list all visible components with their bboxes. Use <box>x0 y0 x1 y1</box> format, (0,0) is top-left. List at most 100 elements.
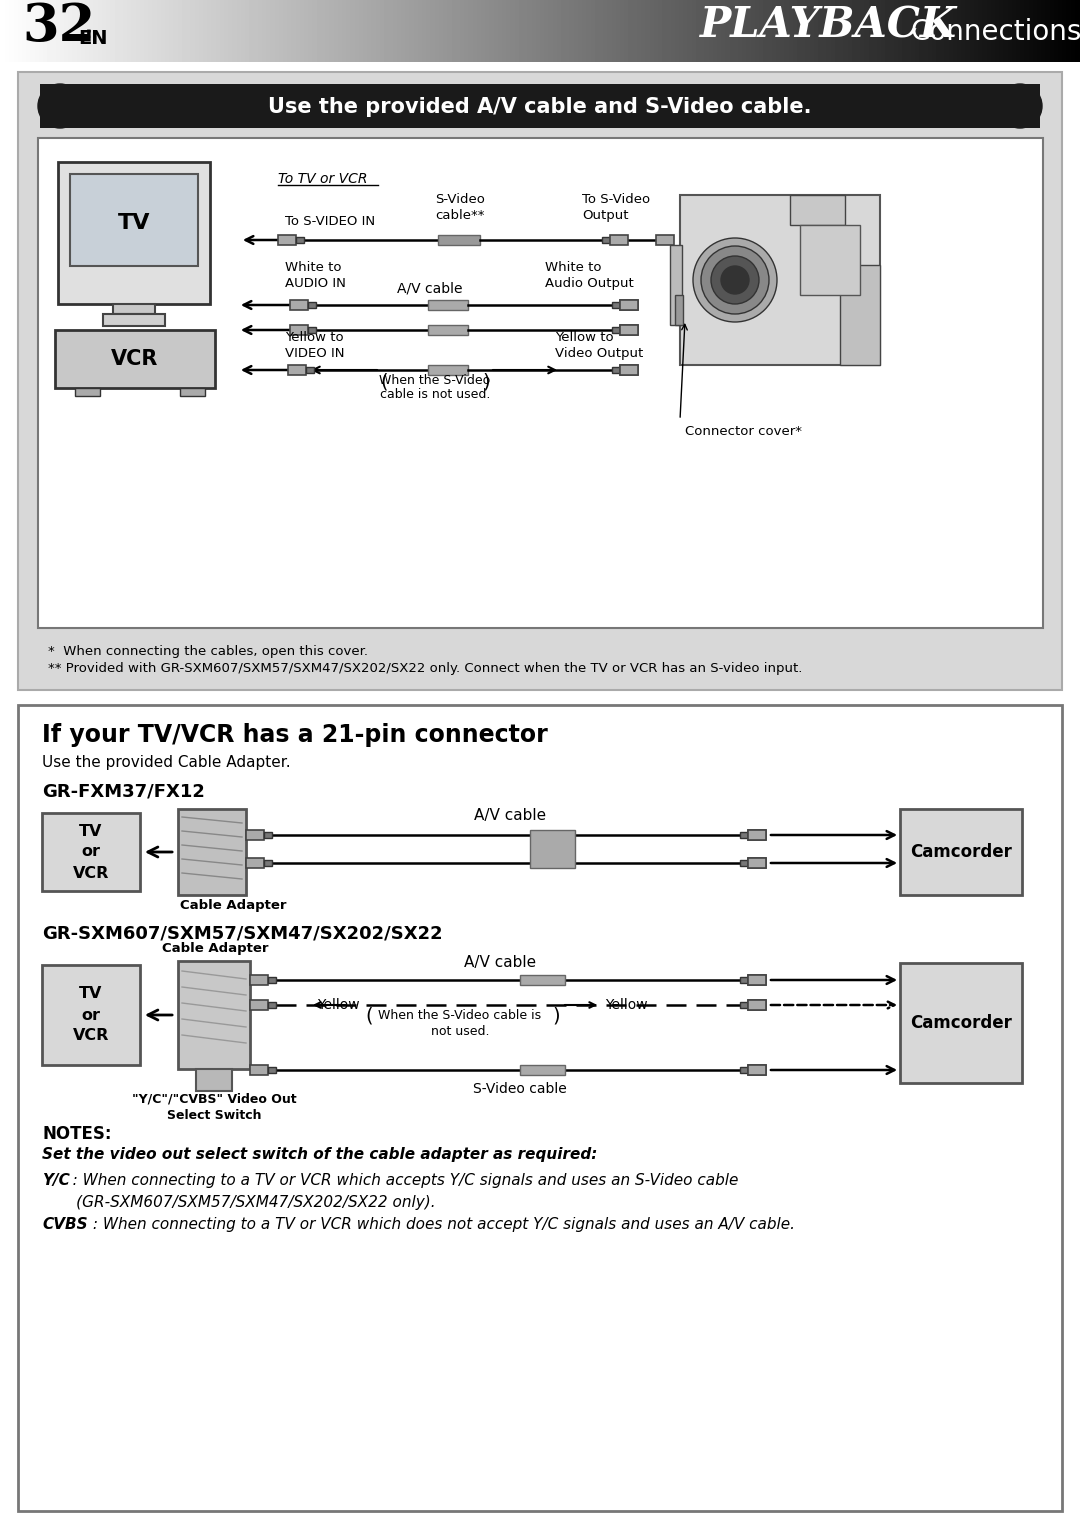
Bar <box>58 162 210 304</box>
Bar <box>675 295 683 326</box>
Bar <box>740 1067 748 1073</box>
Circle shape <box>998 84 1042 128</box>
Bar <box>620 326 638 335</box>
Text: Connections: Connections <box>910 18 1080 46</box>
Bar <box>740 859 748 865</box>
Bar <box>428 300 468 310</box>
Text: A/V cable: A/V cable <box>397 281 462 297</box>
Bar <box>178 962 249 1069</box>
Bar <box>113 304 156 313</box>
Bar <box>308 303 316 307</box>
Bar <box>18 72 1062 690</box>
Bar <box>602 237 610 243</box>
Bar <box>249 1000 268 1011</box>
Text: CVBS: CVBS <box>42 1217 87 1232</box>
Text: To S-Video
Output: To S-Video Output <box>582 193 650 222</box>
Circle shape <box>693 239 777 323</box>
Bar <box>180 388 205 396</box>
Bar <box>612 327 620 333</box>
Bar <box>740 977 748 983</box>
Bar <box>680 196 880 365</box>
Bar <box>612 367 620 373</box>
Bar <box>70 174 198 266</box>
Bar <box>246 830 264 839</box>
Text: (: ( <box>365 1008 373 1026</box>
Bar <box>748 976 766 985</box>
Bar <box>249 976 268 985</box>
Bar <box>264 859 272 865</box>
Text: White to
AUDIO IN: White to AUDIO IN <box>285 261 346 291</box>
Bar <box>296 237 303 243</box>
Circle shape <box>38 84 82 128</box>
Bar <box>748 976 766 985</box>
Text: Y/C: Y/C <box>42 1173 70 1188</box>
Circle shape <box>711 255 759 304</box>
Bar <box>268 1067 276 1073</box>
Bar <box>308 327 316 333</box>
Bar <box>530 830 575 868</box>
Text: ): ) <box>483 372 490 391</box>
Text: Use the provided Cable Adapter.: Use the provided Cable Adapter. <box>42 755 291 771</box>
Bar <box>268 1001 276 1008</box>
Bar <box>278 235 296 245</box>
Bar <box>900 809 1022 894</box>
Bar <box>178 809 246 894</box>
Text: To TV or VCR: To TV or VCR <box>278 171 367 187</box>
Bar <box>42 813 140 891</box>
Bar <box>656 235 674 245</box>
Text: PLAYBACK: PLAYBACK <box>700 5 957 46</box>
Text: A/V cable: A/V cable <box>474 807 546 823</box>
Bar <box>246 858 264 868</box>
Bar <box>18 705 1062 1511</box>
Text: ** Provided with GR-SXM607/SXM57/SXM47/SX202/SX22 only. Connect when the TV or V: ** Provided with GR-SXM607/SXM57/SXM47/S… <box>48 662 802 674</box>
Bar <box>789 196 845 225</box>
Text: GR-SXM607/SXM57/SXM47/SX202/SX22: GR-SXM607/SXM57/SXM47/SX202/SX22 <box>42 925 443 943</box>
Bar <box>748 858 766 868</box>
Text: TV
or
VCR: TV or VCR <box>72 824 109 881</box>
Bar <box>612 303 620 307</box>
Text: Yellow: Yellow <box>318 998 360 1012</box>
Bar <box>306 367 314 373</box>
Bar <box>38 138 1043 628</box>
Bar <box>620 300 638 310</box>
Circle shape <box>701 246 769 313</box>
Bar <box>748 1000 766 1011</box>
Bar <box>291 300 308 310</box>
Text: To S-VIDEO IN: To S-VIDEO IN <box>285 216 375 228</box>
Bar <box>620 365 638 375</box>
Text: : When connecting to a TV or VCR which accepts Y/C signals and uses an S-Video c: : When connecting to a TV or VCR which a… <box>58 1173 739 1188</box>
Text: Yellow to
VIDEO IN: Yellow to VIDEO IN <box>285 330 345 359</box>
Text: (GR-SXM607/SXM57/SXM47/SX202/SX22 only).: (GR-SXM607/SXM57/SXM47/SX202/SX22 only). <box>42 1196 435 1209</box>
Bar <box>620 300 638 310</box>
Text: TV: TV <box>118 213 150 232</box>
Bar <box>748 830 766 839</box>
Text: EN: EN <box>78 29 108 47</box>
Bar <box>268 977 276 983</box>
Bar <box>428 326 468 335</box>
Bar <box>748 1000 766 1011</box>
Bar <box>620 365 638 375</box>
Text: If your TV/VCR has a 21-pin connector: If your TV/VCR has a 21-pin connector <box>42 723 548 748</box>
Bar <box>40 84 1040 128</box>
Bar <box>264 832 272 838</box>
Text: VCR: VCR <box>111 349 159 368</box>
Text: Yellow to
Video Output: Yellow to Video Output <box>555 330 644 359</box>
Bar <box>42 965 140 1066</box>
Text: *  When connecting the cables, open this cover.: * When connecting the cables, open this … <box>48 645 368 657</box>
Bar <box>800 225 860 295</box>
Bar <box>195 1069 232 1092</box>
Text: Yellow: Yellow <box>605 998 648 1012</box>
Bar <box>748 858 766 868</box>
Text: Cable Adapter: Cable Adapter <box>180 899 286 911</box>
Bar <box>620 326 638 335</box>
Text: : When connecting to a TV or VCR which does not accept Y/C signals and uses an A: : When connecting to a TV or VCR which d… <box>87 1217 795 1232</box>
Text: NOTES:: NOTES: <box>42 1125 111 1144</box>
Bar <box>748 1066 766 1075</box>
Text: When the S-Video cable is
not used.: When the S-Video cable is not used. <box>378 1009 541 1038</box>
Text: Cable Adapter: Cable Adapter <box>162 942 268 956</box>
Bar <box>55 330 215 388</box>
Text: Camcorder: Camcorder <box>910 1014 1012 1032</box>
Bar <box>610 235 627 245</box>
Text: S-Video
cable**: S-Video cable** <box>435 193 485 222</box>
Bar <box>740 1001 748 1008</box>
